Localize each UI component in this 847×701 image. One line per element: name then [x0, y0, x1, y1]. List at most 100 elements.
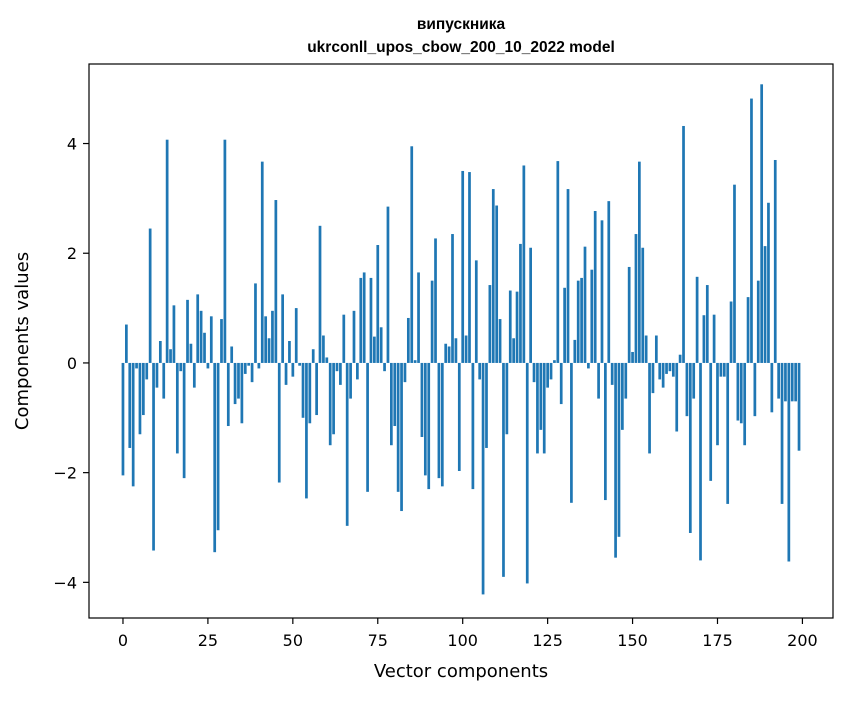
bar [165, 139, 169, 363]
bar [328, 362, 332, 446]
bar [777, 362, 780, 399]
bar [396, 362, 400, 492]
bar [604, 362, 607, 501]
bar [332, 362, 335, 435]
bar [563, 287, 566, 363]
bar [182, 362, 186, 479]
bar [271, 310, 274, 363]
bar [621, 362, 624, 430]
bar [542, 362, 546, 454]
bar [291, 362, 295, 377]
bar [175, 362, 179, 454]
bar [682, 125, 685, 363]
bar [454, 338, 458, 363]
bar [158, 341, 162, 363]
bar [169, 349, 172, 363]
bar [254, 283, 257, 363]
bar [311, 349, 315, 363]
bar [373, 336, 376, 363]
x-tick-label: 200 [787, 631, 818, 650]
bar [260, 161, 264, 363]
bar [223, 139, 227, 363]
bar [220, 319, 223, 363]
bar [566, 189, 570, 363]
bar [780, 362, 784, 504]
bar [729, 301, 733, 363]
bar [474, 260, 478, 363]
bar [743, 362, 747, 446]
bar [145, 362, 149, 380]
x-tick-label: 50 [283, 631, 303, 650]
y-tick-label: 2 [67, 244, 77, 263]
bar [651, 362, 655, 394]
bar [206, 362, 210, 369]
bar [485, 362, 488, 448]
bar [461, 170, 465, 363]
bar [345, 362, 349, 526]
bar [247, 362, 251, 366]
bar [288, 341, 291, 363]
bar [379, 327, 383, 363]
bar [121, 362, 125, 476]
bar [427, 362, 431, 490]
bar [597, 362, 600, 399]
bar [434, 238, 437, 363]
bar [192, 362, 196, 388]
bar [648, 362, 651, 454]
bar [349, 362, 352, 399]
bar [617, 362, 621, 537]
bar [546, 362, 549, 388]
bar [274, 200, 278, 363]
bar [243, 362, 247, 374]
bar [267, 338, 271, 363]
bar [417, 272, 420, 363]
bar [587, 362, 590, 369]
bar [366, 362, 369, 492]
bar [644, 335, 648, 363]
bar [580, 277, 583, 363]
bar [152, 362, 155, 551]
bar [767, 202, 770, 363]
bar [186, 299, 189, 363]
bar [638, 161, 641, 363]
bar [315, 362, 318, 416]
bar [284, 362, 288, 385]
bar [135, 362, 138, 369]
bar [600, 220, 604, 363]
bar [685, 362, 689, 417]
bar [172, 305, 176, 363]
bar [386, 206, 390, 363]
bar [237, 362, 240, 399]
bar [376, 245, 380, 363]
bar [512, 338, 516, 363]
bar [339, 362, 342, 385]
bar [440, 362, 444, 487]
bar [305, 362, 308, 499]
x-tick-label: 25 [198, 631, 218, 650]
bar [716, 362, 719, 446]
bar [155, 362, 159, 388]
bar [750, 98, 753, 363]
x-tick-label: 150 [617, 631, 648, 650]
bar [760, 84, 764, 363]
bar [162, 362, 166, 399]
bar [199, 310, 203, 363]
bar [607, 201, 611, 363]
bar [661, 362, 665, 388]
x-tick-label: 125 [532, 631, 563, 650]
bar [179, 362, 183, 372]
y-axis-ticks: −4 −2 0 2 4 [53, 135, 89, 592]
bar [532, 362, 536, 383]
bar [233, 362, 237, 405]
bar [573, 339, 577, 363]
bar [240, 362, 244, 424]
bar [658, 362, 662, 380]
bar [627, 266, 631, 363]
bar [756, 280, 760, 363]
bar [478, 362, 482, 380]
bar [410, 146, 414, 363]
bar [784, 362, 787, 402]
bar [719, 362, 723, 377]
bar [797, 362, 801, 451]
bar [610, 362, 614, 385]
